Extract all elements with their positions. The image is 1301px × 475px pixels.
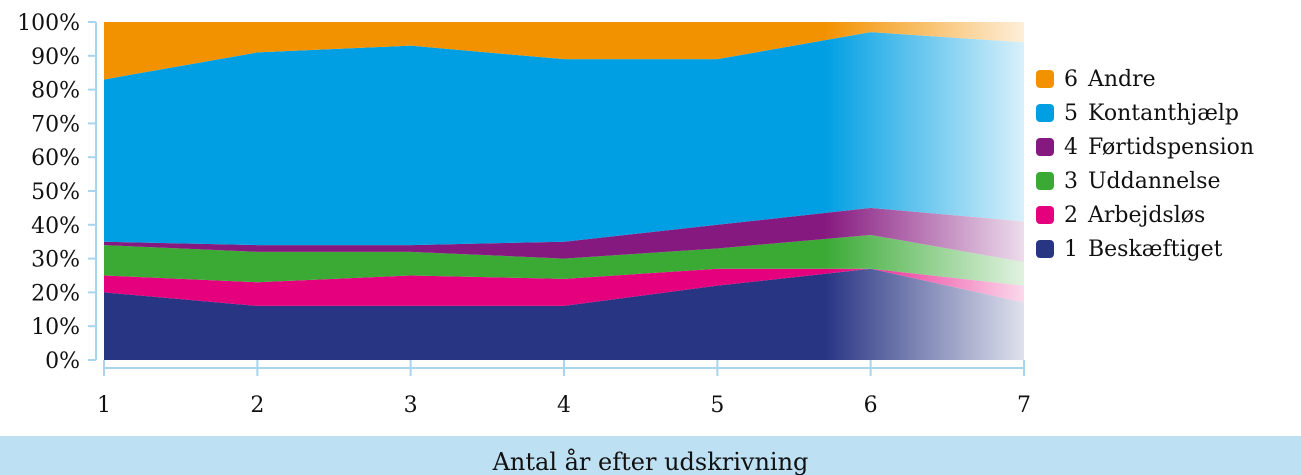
- legend-number: 3: [1064, 168, 1078, 194]
- fade-overlay: [824, 22, 1024, 360]
- y-tick-label: 70%: [31, 112, 80, 137]
- legend-label: Uddannelse: [1088, 168, 1221, 194]
- x-tick-label: 2: [250, 393, 264, 418]
- legend-swatch-andre: [1036, 70, 1054, 88]
- legend-swatch-arbejdslos: [1036, 206, 1054, 224]
- legend-number: 6: [1064, 66, 1078, 92]
- legend-swatch-kontanthjaelp: [1036, 104, 1054, 122]
- legend-number: 4: [1064, 134, 1078, 160]
- legend-label: Beskæftiget: [1088, 236, 1223, 262]
- x-tick-label: 7: [1017, 393, 1031, 418]
- y-tick-label: 90%: [31, 45, 80, 70]
- legend-swatch-uddannelse: [1036, 172, 1054, 190]
- x-tick-label: 1: [97, 393, 111, 418]
- x-tick-label: 4: [557, 393, 571, 418]
- area-layer: [104, 22, 1024, 360]
- area-kontanthj-lp: [104, 32, 1024, 246]
- x-tick-label: 5: [710, 393, 724, 418]
- x-tick-label: 6: [864, 393, 878, 418]
- legend-item-andre: 6 Andre: [1036, 62, 1254, 96]
- legend-label: Kontanthjælp: [1088, 100, 1240, 126]
- y-tick-label: 60%: [31, 146, 80, 171]
- x-tick-label: 3: [404, 393, 418, 418]
- y-tick-label: 40%: [31, 214, 80, 239]
- area-f-rtidspension: [104, 207, 1024, 262]
- stacked-area-chart: 0% 10% 20% 30% 40% 50% 60% 70% 80% 90% 100% 1 2 3 4 5 6 7: [17, 11, 1031, 418]
- legend-label: Andre: [1088, 66, 1156, 92]
- legend-item-arbejdslos: 2 Arbejdsløs: [1036, 198, 1254, 232]
- y-tick-label: 20%: [31, 281, 80, 306]
- legend-item-beskaeftiget: 1 Beskæftiget: [1036, 232, 1254, 266]
- legend-item-kontanthjaelp: 5 Kontanthjælp: [1036, 96, 1254, 130]
- legend-number: 2: [1064, 202, 1078, 228]
- legend-swatch-beskaeftiget: [1036, 240, 1054, 258]
- legend-number: 1: [1064, 236, 1078, 262]
- x-axis-title: Antal år efter udskrivning: [0, 436, 1301, 475]
- legend-label: Førtidspension: [1088, 134, 1255, 160]
- y-tick-label: 50%: [31, 180, 80, 205]
- legend-item-uddannelse: 3 Uddannelse: [1036, 164, 1254, 198]
- legend-swatch-fortidspension: [1036, 138, 1054, 156]
- y-tick-label: 0%: [45, 349, 80, 374]
- y-tick-label: 100%: [17, 11, 80, 36]
- area-arbejdsl-s: [104, 268, 1024, 306]
- area-andre: [104, 22, 1024, 80]
- y-tick-label: 10%: [31, 315, 80, 340]
- area-besk-ftiget: [104, 268, 1024, 360]
- area-uddannelse: [104, 234, 1024, 286]
- legend-item-fortidspension: 4 Førtidspension: [1036, 130, 1254, 164]
- legend: 6 Andre 5 Kontanthjælp 4 Førtidspension …: [1036, 62, 1254, 266]
- legend-label: Arbejdsløs: [1088, 202, 1206, 228]
- legend-number: 5: [1064, 100, 1078, 126]
- axes-layer: 0% 10% 20% 30% 40% 50% 60% 70% 80% 90% 100% 1 2 3 4 5 6 7: [17, 11, 1031, 418]
- y-tick-label: 80%: [31, 79, 80, 104]
- y-tick-label: 30%: [31, 248, 80, 273]
